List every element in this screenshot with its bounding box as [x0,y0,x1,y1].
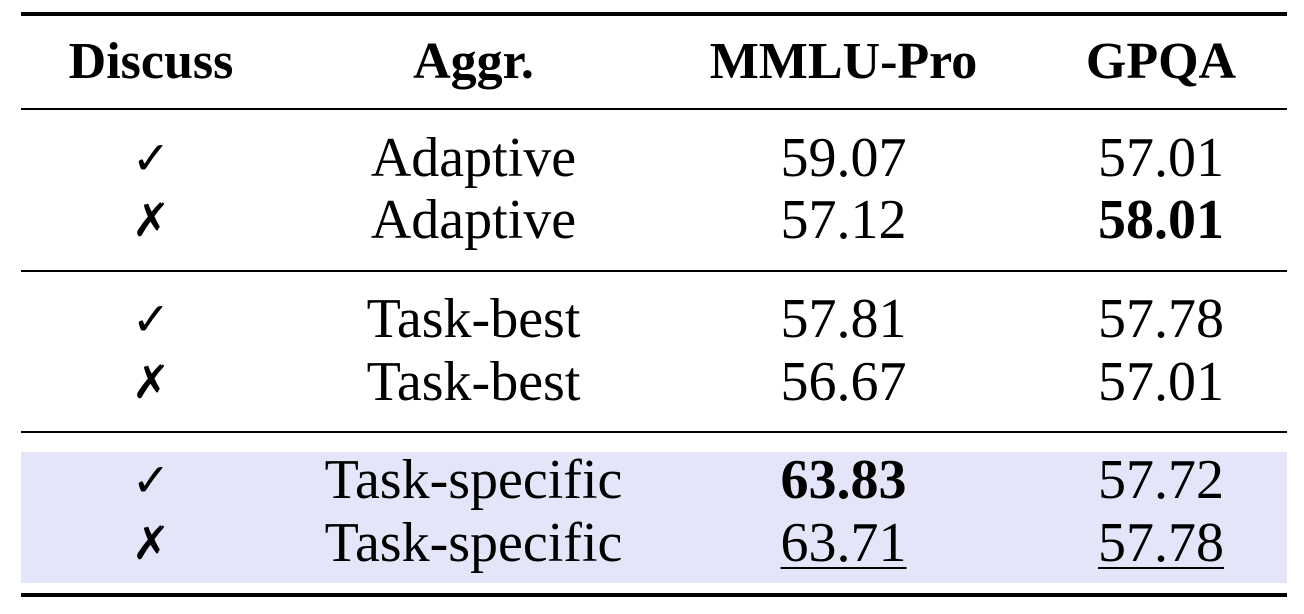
aggr-cell: Adaptive [370,189,577,251]
bottom-rule [21,593,1287,597]
gpqa-cell: 57.01 [1098,351,1224,413]
gpqa-cell: 57.78 [1098,288,1224,350]
highlight-band [21,452,1287,583]
header-rule [21,108,1287,110]
mmlu-pro-cell-second: 63.71 [681,513,1006,573]
header-row: Discuss Aggr. MMLU-Pro GPQA [21,32,1287,92]
cross-icon: ✗ [131,355,171,409]
header-mmlu-pro: MMLU-Pro [709,33,978,90]
table-row: ✗ Task-best 56.67 57.01 [21,352,1287,412]
gpqa-cell: 57.01 [1098,127,1224,189]
table-row: ✗ Task-specific 63.71 57.78 [21,513,1287,573]
mmlu-pro-cell: 57.81 [780,288,907,350]
mmlu-pro-value-underlined: 63.71 [780,512,907,574]
aggr-cell: Task-specific [324,449,623,511]
gpqa-cell-best: 58.01 [1098,189,1224,251]
gpqa-value-underlined: 57.78 [1098,512,1224,574]
gpqa-cell: 57.72 [1098,449,1224,511]
check-icon: ✓ [131,292,171,346]
cross-icon: ✗ [131,193,171,247]
table-row: ✗ Adaptive 57.12 58.01 [21,190,1287,250]
table-row: ✓ Task-specific 63.83 57.72 [21,450,1287,510]
table-row: ✓ Task-best 57.81 57.78 [21,289,1287,349]
table-row: ✓ Adaptive 59.07 57.01 [21,128,1287,188]
aggr-cell: Task-best [366,288,581,350]
mmlu-pro-cell-best: 63.83 [780,449,907,511]
gpqa-cell-second: 57.78 [1051,513,1271,573]
aggr-cell: Task-specific [324,512,623,574]
mmlu-pro-cell: 59.07 [780,127,907,189]
mmlu-pro-cell: 57.12 [780,189,907,251]
top-rule [21,12,1287,16]
mmlu-pro-cell: 56.67 [780,351,907,413]
header-aggr: Aggr. [413,33,534,90]
aggr-cell: Adaptive [370,127,577,189]
header-gpqa: GPQA [1085,33,1237,90]
check-icon: ✓ [131,453,171,507]
check-icon: ✓ [131,131,171,185]
cross-icon: ✗ [131,516,171,570]
header-discuss: Discuss [68,33,234,90]
group-rule [21,431,1287,433]
aggr-cell: Task-best [366,351,581,413]
group-rule [21,270,1287,272]
